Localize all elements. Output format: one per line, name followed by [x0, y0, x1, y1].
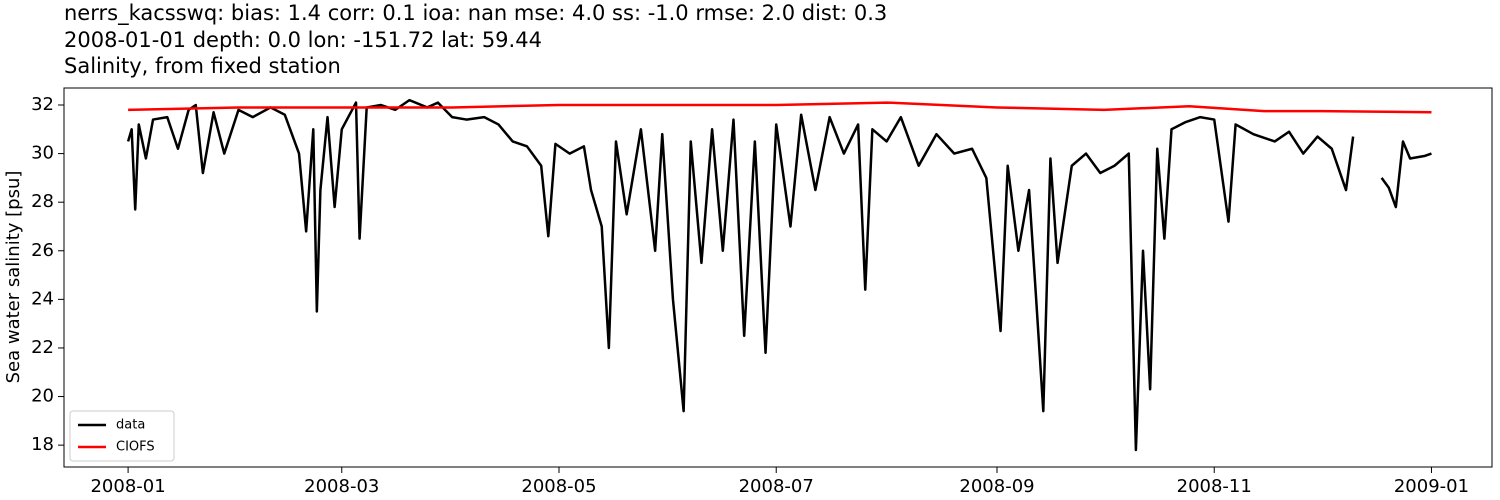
legend-label: data	[116, 418, 145, 433]
legend-label: CIOFS	[116, 440, 155, 455]
y-tick-label: 24	[31, 288, 54, 309]
x-tick-label: 2008-03	[304, 476, 379, 497]
legend: data CIOFS	[69, 410, 175, 462]
x-tick-label: 2009-01	[1394, 476, 1469, 497]
x-tick-label: 2008-07	[739, 476, 814, 497]
plot-frame	[63, 87, 1493, 468]
data-line	[128, 101, 1432, 114]
y-tick-label: 26	[31, 240, 54, 261]
chart-title: nerrs_kacsswq: bias: 1.4 corr: 0.1 ioa: …	[64, 1, 887, 26]
y-axis-label: Sea water salinity [psu]	[3, 171, 24, 384]
x-tick-label: 2008-11	[1177, 476, 1252, 497]
y-tick-label: 30	[31, 143, 54, 164]
x-tick-label: 2008-09	[959, 476, 1034, 497]
y-tick-label: 18	[31, 434, 54, 455]
chart-subtitle: Salinity, from fixed station	[64, 54, 341, 78]
data-line	[126, 98, 1432, 452]
chart-subtitle: 2008-01-01 depth: 0.0 lon: -151.72 lat: …	[64, 28, 542, 52]
x-tick-label: 2008-01	[90, 476, 165, 497]
y-tick-label: 20	[31, 386, 54, 407]
y-tick-label: 22	[31, 337, 54, 358]
y-tick-label: 32	[31, 94, 54, 115]
y-tick-label: 28	[31, 191, 54, 212]
legend-box	[69, 410, 175, 462]
x-tick-label: 2008-05	[521, 476, 596, 497]
